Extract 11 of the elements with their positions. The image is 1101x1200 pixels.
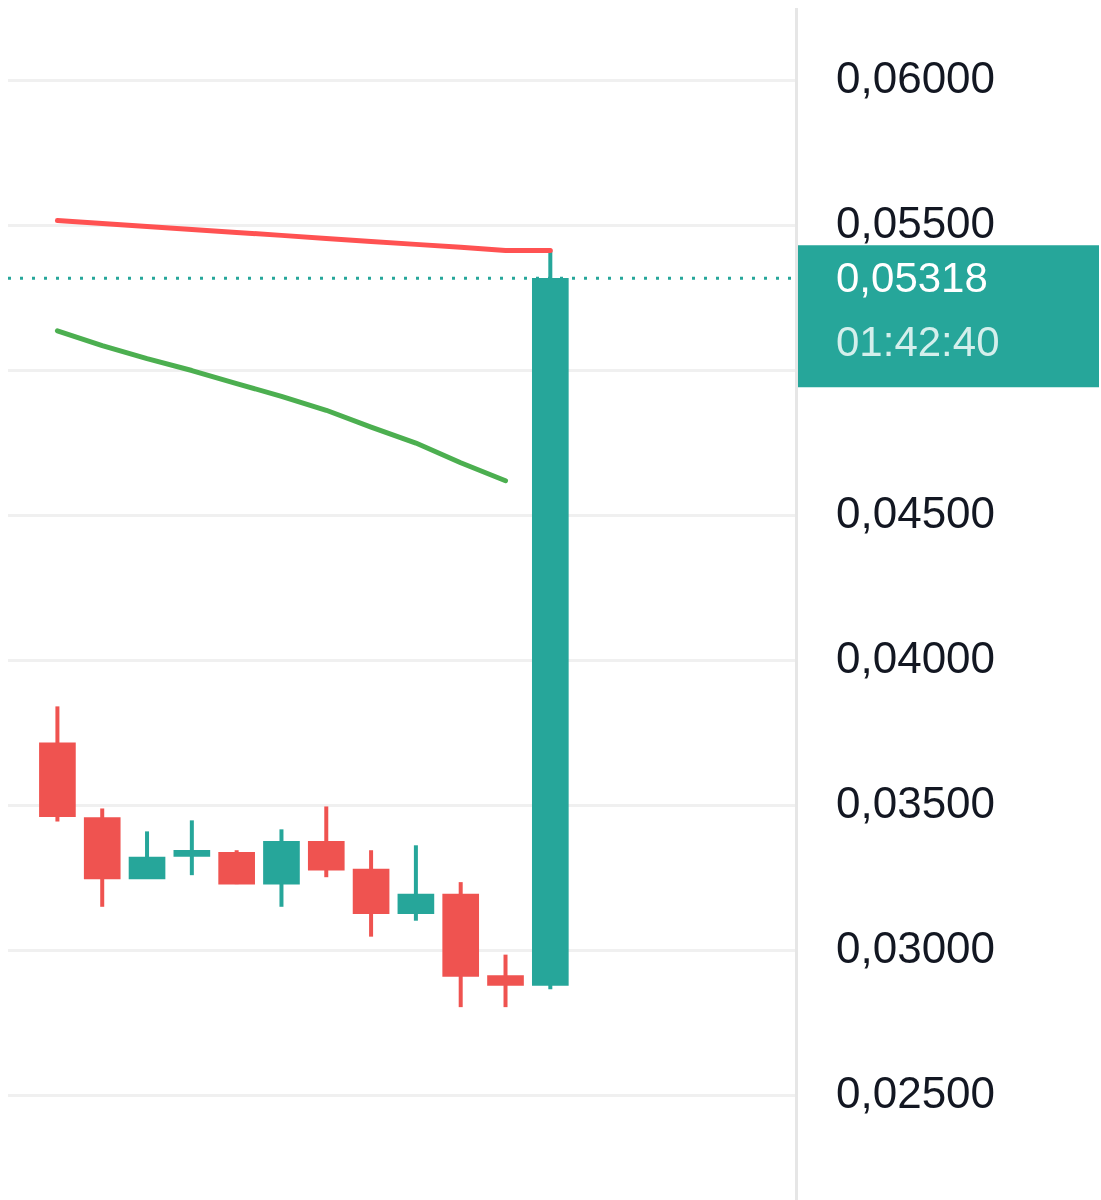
text: 01:42:40	[836, 317, 1000, 365]
y-tick-label: 0,03500	[836, 777, 996, 827]
candlestick	[487, 954, 524, 1008]
y-tick-label: 0,05500	[836, 197, 996, 247]
y-tick-label: 0,04000	[836, 632, 996, 682]
y-tick-label: 0,06000	[836, 52, 996, 102]
y-tick-label: 0,03000	[836, 922, 996, 972]
y-tick-label: 0,04500	[836, 487, 996, 537]
y-tick-label: 0,02500	[836, 1067, 996, 1117]
ref-line-label: 0,05318	[836, 253, 988, 301]
candlestick	[173, 820, 211, 876]
